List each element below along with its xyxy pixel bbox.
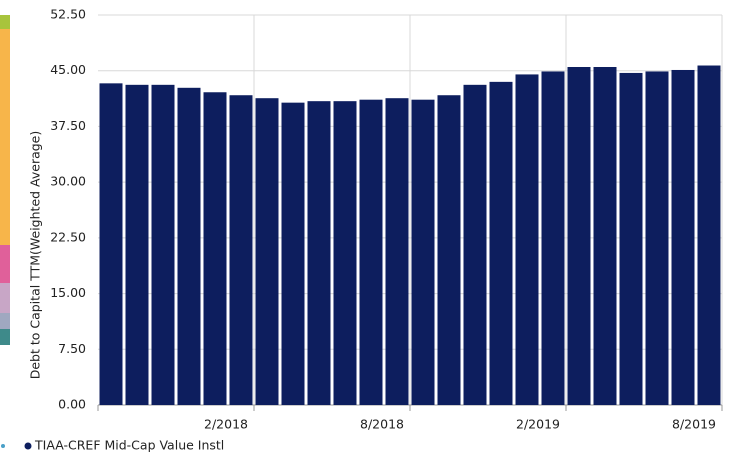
- x-tick-label: 8/2018: [360, 417, 404, 432]
- bar: [619, 72, 643, 405]
- y-tick-label: 37.50: [50, 118, 86, 133]
- bar: [411, 99, 435, 405]
- bar: [437, 95, 461, 405]
- bar: [99, 83, 123, 405]
- x-tick-label: 2/2019: [516, 417, 560, 432]
- bar: [333, 101, 357, 406]
- y-tick-label: 52.50: [50, 7, 86, 22]
- bar: [567, 67, 591, 405]
- bar: [307, 101, 331, 406]
- bar: [489, 81, 513, 405]
- legend-marker: [24, 442, 32, 450]
- y-tick-label: 7.50: [58, 341, 86, 356]
- bar: [229, 95, 253, 405]
- x-tick-label: 2/2018: [204, 417, 248, 432]
- bar: [671, 69, 695, 405]
- bar: [385, 98, 409, 405]
- y-tick-label: 0.00: [58, 397, 86, 412]
- y-axis-title: Debt to Capital TTM(Weighted Average): [28, 131, 43, 380]
- legend-label: TIAA-CREF Mid-Cap Value Instl: [34, 438, 224, 453]
- bar: [697, 65, 721, 405]
- bar: [255, 98, 279, 405]
- bar: [177, 87, 201, 406]
- y-tick-label: 45.00: [50, 62, 86, 77]
- bar: [359, 99, 383, 405]
- bar: [645, 71, 669, 405]
- bar: [151, 84, 175, 405]
- bar: [281, 102, 305, 406]
- bar: [203, 92, 227, 405]
- x-tick-label: 8/2019: [672, 417, 716, 432]
- side-strip: [0, 15, 10, 448]
- y-tick-label: 30.00: [50, 174, 86, 189]
- bar: [515, 74, 539, 405]
- bar: [541, 71, 565, 405]
- bar: [125, 84, 149, 405]
- y-tick-label: 22.50: [50, 229, 86, 244]
- bar: [593, 67, 617, 405]
- y-tick-label: 15.00: [50, 285, 86, 300]
- bar: [463, 84, 487, 405]
